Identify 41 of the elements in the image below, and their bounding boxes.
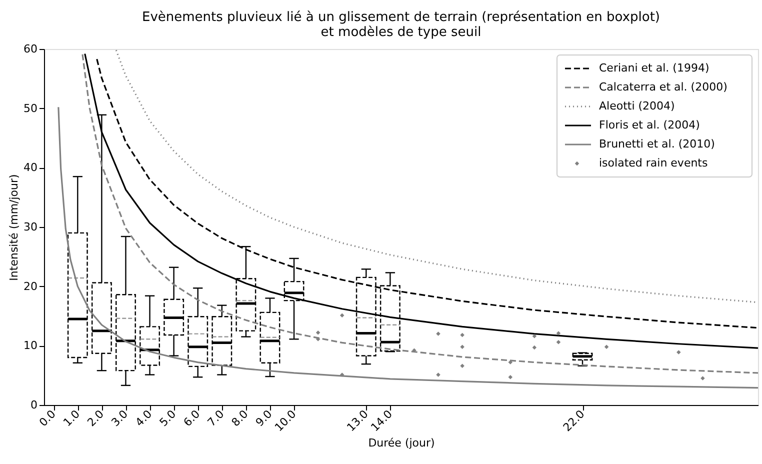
x-tick-label: 4.0	[132, 408, 155, 430]
x-tick-label: 2.0	[84, 408, 106, 430]
point	[700, 376, 705, 380]
point	[316, 330, 320, 335]
point	[460, 364, 464, 368]
point	[556, 340, 561, 344]
point	[436, 372, 440, 377]
point	[508, 374, 513, 380]
point	[340, 313, 344, 318]
point	[460, 344, 464, 349]
y-tick-label: 10	[24, 339, 38, 352]
legend-label: Aleotti (2004)	[599, 100, 675, 112]
point	[316, 337, 320, 342]
legend-label: Floris et al. (2004)	[599, 118, 700, 132]
legend-label: isolated rain events	[599, 156, 708, 170]
legend-label: Calcaterra et al. (2000)	[599, 80, 728, 94]
x-tick-label: 8.0	[229, 408, 251, 430]
y-tick-label: 30	[24, 220, 38, 234]
x-tick-label: 6.0	[181, 408, 203, 430]
point	[604, 344, 609, 349]
y-tick-label: 20	[24, 280, 38, 293]
y-tick-label: 40	[24, 161, 38, 174]
x-axis-title: Durée (jour)	[368, 436, 435, 450]
x-tick-label: 9.0	[253, 408, 275, 430]
point	[532, 334, 537, 338]
y-axis-title: Intensité (mm/jour)	[8, 174, 21, 281]
y-tick-label: 50	[24, 102, 38, 115]
y-tick-label: 60	[24, 42, 38, 56]
legend-label: Ceriani et al. (1994)	[599, 62, 710, 74]
point	[532, 345, 537, 350]
x-tick-label: 5.0	[156, 408, 179, 430]
point	[436, 332, 440, 336]
y-tick-label: 0	[30, 398, 38, 412]
x-tick-label: 3.0	[108, 408, 130, 430]
chart-title: Evènements pluvieux lié à un glissement de terrain (représentation en boxplot) et modèles de type seuil	[142, 10, 660, 40]
x-tick-label: 1.0	[60, 408, 82, 430]
legend-label: Brunetti et al. (2010)	[599, 138, 715, 150]
x-tick-label: 7.0	[205, 408, 227, 430]
point	[676, 350, 681, 354]
x-tick-label: 0.0	[36, 408, 58, 430]
point	[508, 360, 513, 364]
